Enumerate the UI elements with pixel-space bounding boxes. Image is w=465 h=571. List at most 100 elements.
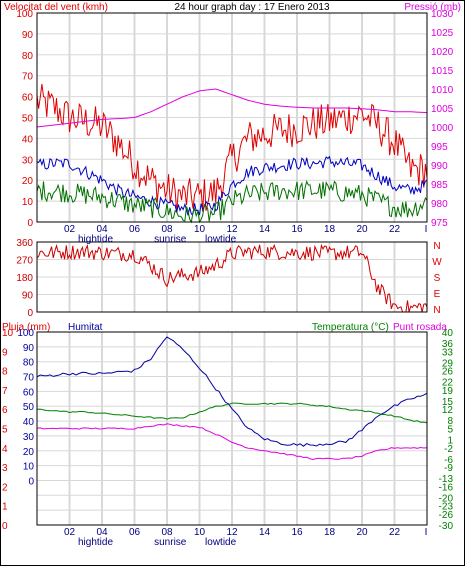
rain-tick-label: 2 — [2, 482, 8, 493]
hour-tick-label: 04 — [96, 527, 108, 538]
hour-tick-label: 14 — [259, 224, 271, 235]
wind-direction-letter: N — [433, 305, 440, 316]
rain-tick-label: 4 — [2, 444, 8, 455]
rain-tick-label: 10 — [2, 328, 14, 339]
wind-direction-letter: E — [434, 289, 441, 300]
data-layer — [36, 83, 428, 526]
humidity-tick-label: 10 — [23, 462, 35, 473]
wind-direction-letter: W — [432, 257, 442, 268]
temperature-tick-label: 5 — [447, 425, 453, 436]
hour-tick-label: 20 — [356, 224, 368, 235]
wind-speed-tick-label: 50 — [22, 114, 34, 125]
temperature-tick-label: 19 — [442, 386, 454, 397]
pressure-tick-label: 1025 — [431, 28, 454, 39]
hour-tick-label: 08 — [161, 224, 173, 235]
temperature-tick-label: -20 — [439, 493, 454, 504]
hour-tick-label: 02 — [64, 224, 76, 235]
humidity-tick-label: 40 — [23, 417, 35, 428]
wind-speed-tick-label: 10 — [22, 197, 34, 208]
humidity-axis-label: Humitat — [68, 322, 103, 333]
temperature-tick-label: -2 — [444, 444, 453, 455]
wind-speed-tick-label: 30 — [22, 155, 34, 166]
temperature-tick-label: -9 — [444, 463, 453, 474]
hour-tick-label: I — [425, 527, 428, 538]
temperature-tick-label: 22 — [442, 378, 454, 389]
temperature-tick-label: 36 — [442, 339, 454, 350]
humidity-tick-label: 60 — [23, 387, 35, 398]
pressure-tick-label: 1020 — [431, 47, 454, 58]
rain-tick-label: 6 — [2, 405, 8, 416]
hour-tick-label: 10 — [194, 224, 206, 235]
series-line-temperature — [36, 402, 428, 424]
pressure-tick-label: 1000 — [431, 123, 454, 134]
temperature-tick-label: 40 — [442, 328, 454, 339]
temperature-tick-label: -6 — [444, 455, 453, 466]
humidity-tick-label: 80 — [23, 358, 35, 369]
direction-tick-label: 0 — [27, 308, 33, 319]
temperature-tick-label: 33 — [442, 347, 454, 358]
temperature-tick-label: 15 — [442, 397, 454, 408]
pressure-tick-label: 1005 — [431, 104, 454, 115]
event-label: hightide — [78, 537, 113, 548]
event-label: hightide — [78, 234, 113, 245]
pressure-axis-label: Pressió (mb) — [404, 2, 461, 13]
hour-tick-label: 18 — [324, 224, 336, 235]
direction-tick-label: 180 — [16, 273, 33, 284]
dew-point-axis-label: Punt rosada — [393, 322, 447, 333]
panel-frame — [36, 331, 428, 526]
wind-speed-tick-label: 90 — [22, 30, 34, 41]
temperature-tick-label: 29 — [442, 358, 454, 369]
series-line-dew_point — [36, 423, 428, 461]
wind-speed-tick-label: 0 — [27, 218, 33, 229]
humidity-tick-label: 90 — [23, 343, 35, 354]
temperature-tick-label: 8 — [447, 416, 453, 427]
humidity-tick-label: 30 — [23, 432, 35, 443]
wind-direction-letter: N — [433, 241, 440, 252]
event-label: sunrise — [154, 537, 187, 548]
hour-tick-label: 14 — [259, 527, 271, 538]
hour-tick-label: 06 — [129, 224, 141, 235]
rain-tick-label: 1 — [2, 502, 8, 513]
direction-tick-label: 270 — [16, 256, 33, 267]
hour-tick-label: 16 — [291, 527, 303, 538]
wind-speed-tick-label: 40 — [22, 134, 34, 145]
wind-speed-tick-label: 20 — [22, 176, 34, 187]
series-line-pressure — [36, 88, 428, 128]
pressure-tick-label: 1015 — [431, 66, 454, 77]
event-label: sunrise — [154, 234, 187, 245]
series-line-gust — [36, 83, 428, 213]
temperature-tick-label: 26 — [442, 367, 454, 378]
rain-tick-label: 3 — [2, 463, 8, 474]
hour-tick-label: 20 — [356, 527, 368, 538]
rain-tick-label: 0 — [2, 521, 8, 532]
temperature-tick-label: 1 — [447, 436, 453, 447]
hour-tick-label: 18 — [324, 527, 336, 538]
hour-tick-label: 22 — [389, 527, 401, 538]
series-line-direction — [36, 243, 428, 313]
event-label: lowtide — [205, 537, 237, 548]
chart-title: 24 hour graph day : 17 Enero 2013 — [174, 2, 330, 13]
hour-tick-label: I — [425, 224, 428, 235]
hour-tick-label: 22 — [389, 224, 401, 235]
rain-tick-label: 9 — [2, 347, 8, 358]
wind-speed-axis-label: Velocitat del vent (kmh) — [4, 2, 108, 13]
hour-tick-label: 02 — [64, 527, 76, 538]
pressure-tick-label: 990 — [431, 161, 448, 172]
rain-tick-label: 7 — [2, 386, 8, 397]
wind-speed-tick-label: 70 — [22, 72, 34, 83]
pressure-tick-label: 1030 — [431, 9, 454, 20]
series-line-humidity — [36, 336, 428, 447]
direction-tick-label: 90 — [22, 291, 34, 302]
humidity-tick-label: 0 — [28, 476, 34, 487]
pressure-tick-label: 995 — [431, 142, 448, 153]
pressure-tick-label: 985 — [431, 180, 448, 191]
event-label: lowtide — [205, 234, 237, 245]
pressure-tick-label: 975 — [431, 218, 448, 229]
hour-tick-label: 16 — [291, 224, 303, 235]
temperature-tick-label: -23 — [439, 502, 454, 513]
hour-tick-label: 04 — [96, 224, 108, 235]
series-line-avg_wind — [36, 155, 428, 216]
